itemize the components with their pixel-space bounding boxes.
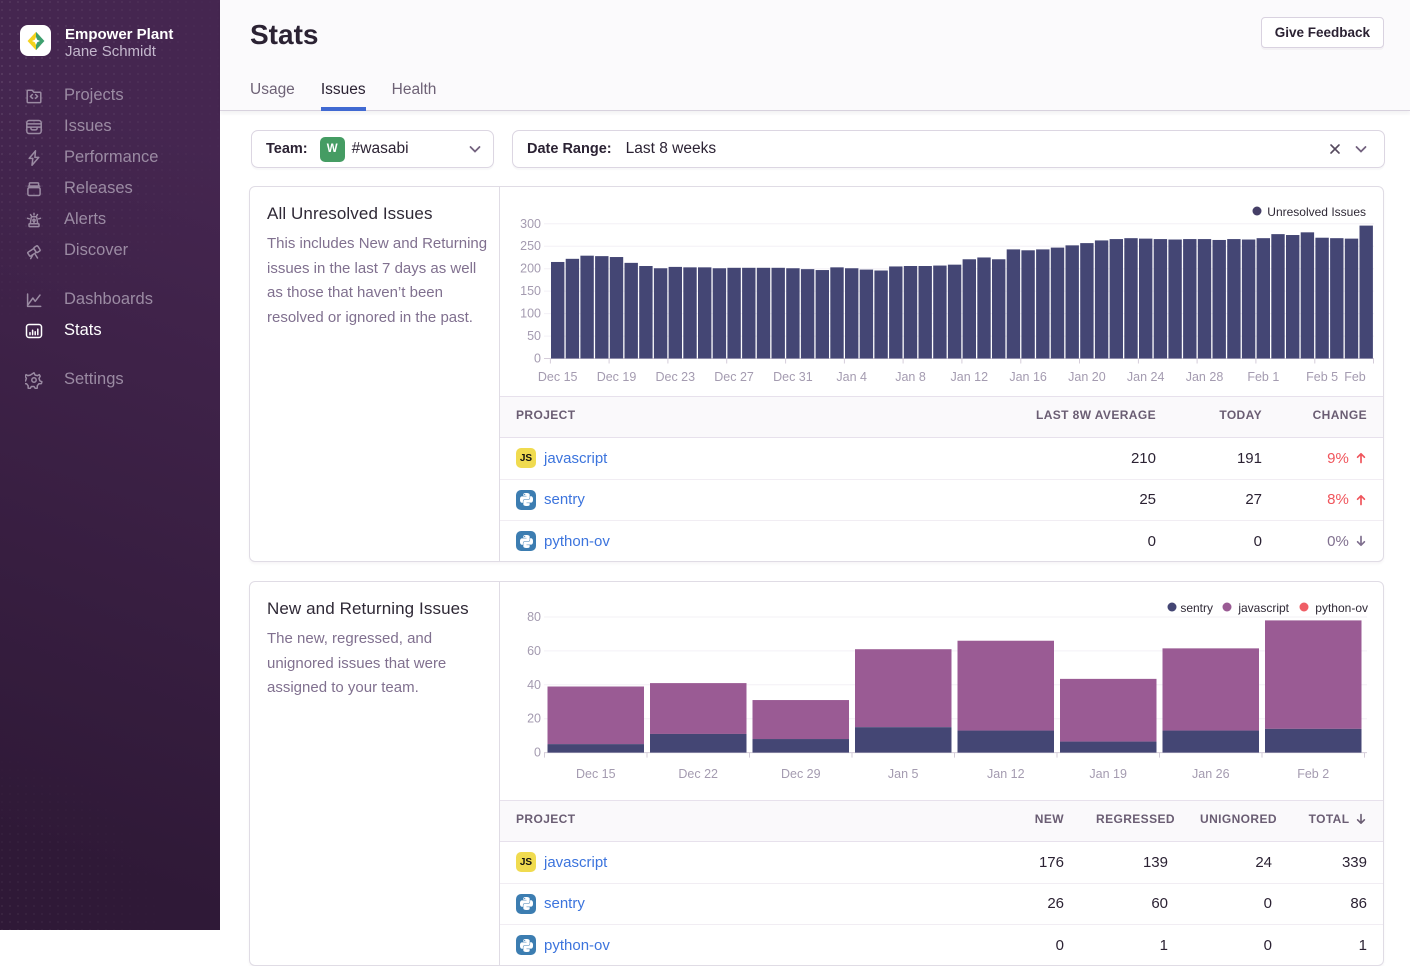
svg-text:80: 80: [527, 610, 541, 624]
svg-text:200: 200: [520, 262, 541, 276]
svg-text:Dec 15: Dec 15: [576, 767, 616, 781]
svg-text:Dec 15: Dec 15: [538, 370, 578, 384]
svg-text:Dec 19: Dec 19: [597, 370, 637, 384]
svg-text:Dec 23: Dec 23: [655, 370, 695, 384]
svg-text:Dec 31: Dec 31: [773, 370, 813, 384]
svg-text:0: 0: [534, 352, 541, 366]
svg-text:Dec 27: Dec 27: [714, 370, 754, 384]
svg-text:Jan 12: Jan 12: [987, 767, 1025, 781]
svg-text:Jan 16: Jan 16: [1009, 370, 1047, 384]
svg-text:Unresolved Issues: Unresolved Issues: [1267, 205, 1366, 219]
svg-text:Jan 5: Jan 5: [888, 767, 919, 781]
svg-text:Dec 29: Dec 29: [781, 767, 821, 781]
svg-text:150: 150: [520, 284, 541, 298]
svg-text:40: 40: [527, 678, 541, 692]
svg-text:javascript: javascript: [1237, 601, 1289, 615]
svg-text:300: 300: [520, 217, 541, 231]
svg-text:Jan 8: Jan 8: [895, 370, 926, 384]
svg-text:Jan 20: Jan 20: [1068, 370, 1106, 384]
svg-text:Jan 4: Jan 4: [836, 370, 867, 384]
svg-text:Feb: Feb: [1344, 370, 1366, 384]
svg-text:Jan 12: Jan 12: [951, 370, 989, 384]
svg-text:sentry: sentry: [1180, 601, 1213, 615]
svg-text:Jan 26: Jan 26: [1192, 767, 1230, 781]
svg-text:Jan 28: Jan 28: [1186, 370, 1224, 384]
svg-text:50: 50: [527, 329, 541, 343]
svg-text:60: 60: [527, 644, 541, 658]
svg-text:Jan 24: Jan 24: [1127, 370, 1165, 384]
svg-text:Dec 22: Dec 22: [678, 767, 718, 781]
svg-text:Feb 5: Feb 5: [1306, 370, 1338, 384]
svg-text:100: 100: [520, 307, 541, 321]
svg-text:0: 0: [534, 746, 541, 760]
svg-text:python-ov: python-ov: [1315, 601, 1368, 615]
svg-text:Feb 1: Feb 1: [1247, 370, 1279, 384]
svg-text:Feb 2: Feb 2: [1297, 767, 1329, 781]
svg-text:20: 20: [527, 712, 541, 726]
svg-text:Jan 19: Jan 19: [1089, 767, 1127, 781]
svg-text:250: 250: [520, 239, 541, 253]
